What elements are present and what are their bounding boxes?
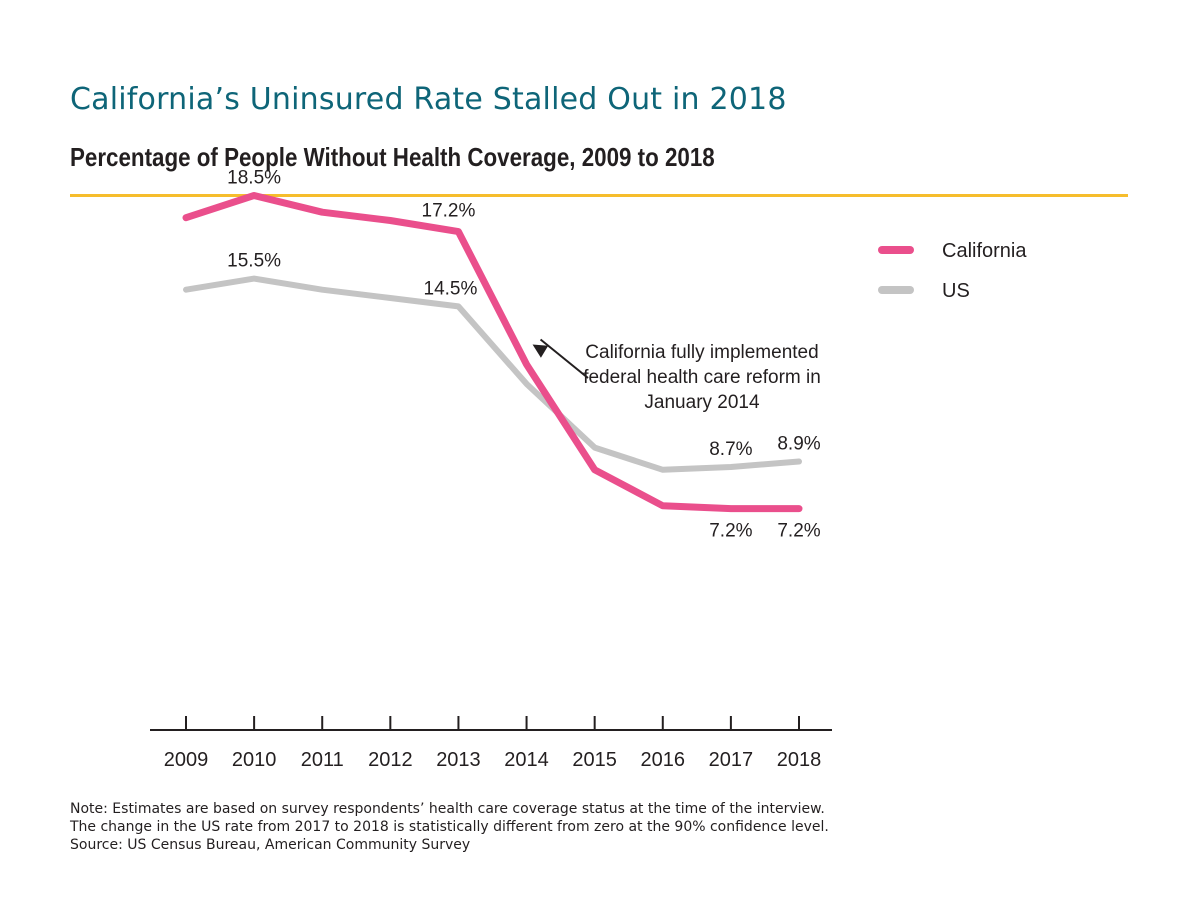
annotation-text-line: January 2014: [644, 392, 760, 413]
x-axis: 2009 2010 2011 2012 2013 2014 2015 2016 2017 2018: [150, 716, 832, 771]
data-label: 17.2%: [422, 201, 476, 222]
legend-label: California: [942, 240, 1027, 262]
x-tick-label: 2018: [777, 749, 822, 771]
legend-label: US: [942, 280, 970, 302]
annotation-text-line: California fully implemented: [585, 342, 818, 363]
data-label: 14.5%: [424, 278, 478, 299]
data-labels: 18.5% 17.2% 7.2% 7.2% 15.5% 14.5% 8.7% 8.9%: [227, 168, 821, 542]
chart-title: California’s Uninsured Rate Stalled Out …: [70, 82, 787, 117]
data-label: 7.2%: [709, 521, 752, 542]
x-tick-label: 2011: [301, 749, 344, 771]
series-lines: [182, 192, 803, 513]
note-text: Note: Estimates are based on survey resp…: [70, 801, 829, 835]
x-tick-label: 2012: [368, 749, 413, 771]
annotation-text-line: federal health care reform in: [583, 367, 821, 388]
data-label: 7.2%: [777, 521, 820, 542]
annotation-arrow-line: [539, 338, 589, 379]
x-tick-label: 2016: [641, 749, 686, 771]
legend: California US: [878, 240, 1027, 302]
x-tick-label: 2010: [232, 749, 277, 771]
chart-notes: Note: Estimates are based on survey resp…: [70, 800, 830, 854]
annotation-arrow-head: [532, 344, 549, 358]
x-tick-label: 2015: [572, 749, 617, 771]
x-tick-label: 2013: [436, 749, 481, 771]
x-tick-label: 2014: [504, 749, 549, 771]
series-line-california: [182, 192, 803, 513]
data-label: 15.5%: [227, 251, 281, 272]
data-label: 18.5%: [227, 168, 281, 189]
x-tick-label: 2017: [709, 749, 754, 771]
x-tick-label: 2009: [164, 749, 209, 771]
title-divider: [70, 194, 1128, 197]
chart-subtitle: Percentage of People Without Health Cove…: [70, 142, 715, 172]
data-label: 8.9%: [777, 433, 820, 454]
series-line-us: [183, 275, 802, 473]
source-text: Source: US Census Bureau, American Commu…: [70, 837, 471, 853]
annotation: California fully implemented federal heal…: [532, 338, 821, 413]
data-label: 8.7%: [709, 439, 752, 460]
